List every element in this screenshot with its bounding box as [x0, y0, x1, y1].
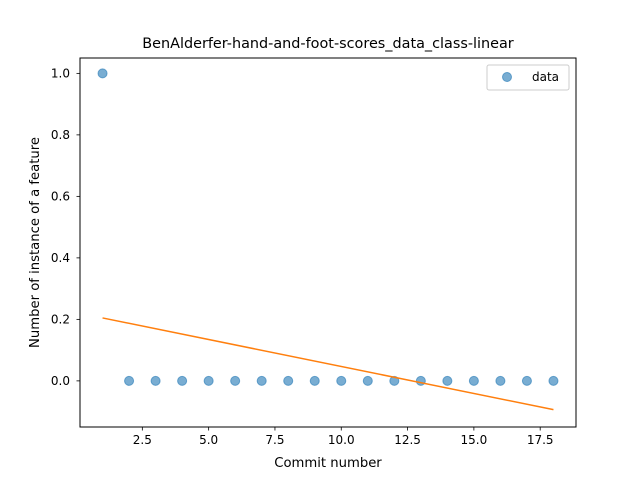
y-tick-label: 0.2 [51, 313, 70, 327]
x-tick-label: 17.5 [527, 433, 554, 447]
data-point [362, 375, 373, 386]
x-tick-label: 15.0 [461, 433, 488, 447]
legend-label-data: data [532, 70, 559, 84]
data-point [97, 68, 108, 79]
data-point [150, 375, 161, 386]
y-tick-label: 0.6 [51, 190, 70, 204]
plot-frame [79, 57, 577, 428]
data-point [203, 375, 214, 386]
x-tick-label: 7.5 [265, 433, 284, 447]
legend: data [486, 64, 570, 91]
legend-box [486, 64, 570, 91]
data-point [495, 375, 506, 386]
y-tick-label: 0.4 [51, 251, 70, 265]
x-axis-label: Commit number [274, 456, 382, 471]
plot-area [97, 68, 559, 411]
x-tick-label: 2.5 [133, 433, 152, 447]
data-point [389, 375, 400, 386]
data-point [521, 375, 532, 386]
data-point [336, 375, 347, 386]
y-tick-label: 1.0 [51, 67, 70, 81]
y-tick-label: 0.8 [51, 128, 70, 142]
data-point [177, 375, 188, 386]
x-tick-label: 12.5 [394, 433, 421, 447]
data-point [442, 375, 453, 386]
y-tick-label: 0.0 [51, 374, 70, 388]
legend-marker-data [502, 72, 512, 82]
data-point [468, 375, 479, 386]
data-point [230, 375, 241, 386]
data-point [124, 375, 135, 386]
data-point [309, 375, 320, 386]
y-axis-ticks: 0.0 0.2 0.4 0.6 0.8 1.0 [51, 67, 80, 388]
x-axis-ticks: 2.5 5.0 7.5 10.0 12.5 15.0 17.5 [133, 427, 554, 447]
data-point [283, 375, 294, 386]
chart-title: BenAlderfer-hand-and-foot-scores_data_cl… [142, 36, 514, 52]
x-tick-label: 10.0 [328, 433, 355, 447]
y-axis-label: Number of instance of a feature [28, 137, 43, 348]
data-point [548, 375, 559, 386]
fit-line [102, 317, 554, 411]
data-point [256, 375, 267, 386]
x-tick-label: 5.0 [199, 433, 218, 447]
